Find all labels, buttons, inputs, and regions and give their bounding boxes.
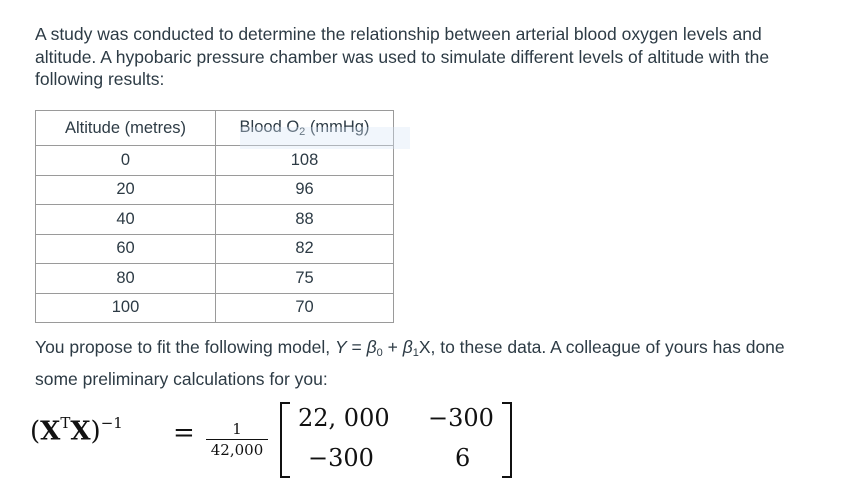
table-row: 20 96 bbox=[35, 174, 394, 205]
altitude-cell: 100 bbox=[35, 292, 216, 323]
equals-sign: = bbox=[173, 418, 195, 448]
header-blood-oxygen: Blood O2 (mmHg) bbox=[215, 110, 394, 146]
table-header-row: Altitude (metres) Blood O2 (mmHg) bbox=[35, 110, 394, 146]
matrix-cell: 22, 000 bbox=[298, 404, 390, 432]
table-row: 80 75 bbox=[35, 263, 394, 294]
altitude-cell: 40 bbox=[35, 204, 216, 235]
blood-cell: 70 bbox=[215, 292, 394, 323]
table-row: 0 108 bbox=[35, 145, 394, 176]
matrix-cell: −300 bbox=[308, 444, 374, 472]
table-row: 60 82 bbox=[35, 233, 394, 264]
altitude-cell: 60 bbox=[35, 233, 216, 264]
blood-cell: 75 bbox=[215, 263, 394, 294]
fraction-denominator: 42,000 bbox=[210, 441, 264, 459]
intro-paragraph: A study was conducted to determine the r… bbox=[35, 24, 770, 89]
table-row: 100 70 bbox=[35, 292, 394, 323]
right-bracket bbox=[502, 402, 512, 478]
altitude-cell: 20 bbox=[35, 174, 216, 205]
blood-cell: 108 bbox=[215, 145, 394, 176]
left-bracket bbox=[280, 402, 290, 478]
header-altitude: Altitude (metres) bbox=[35, 110, 216, 146]
equation-lhs: (XTX)−1 bbox=[30, 414, 123, 447]
altitude-cell: 80 bbox=[35, 263, 216, 294]
fraction-numerator: 1 bbox=[206, 420, 268, 440]
blood-cell: 96 bbox=[215, 174, 394, 205]
matrix-cell: 6 bbox=[455, 444, 471, 472]
matrix-cell: −300 bbox=[428, 404, 494, 432]
model-paragraph: You propose to fit the following model, … bbox=[35, 337, 785, 389]
blood-cell: 88 bbox=[215, 204, 394, 235]
blood-cell: 82 bbox=[215, 233, 394, 264]
data-table: Altitude (metres) Blood O2 (mmHg) 0 108 2… bbox=[35, 110, 394, 323]
scalar-fraction: 1 42,000 bbox=[206, 420, 268, 459]
matrix-equation: (XTX)−1 = 1 42,000 22, 000 −300 −300 6 bbox=[30, 400, 550, 480]
table-row: 40 88 bbox=[35, 204, 394, 235]
altitude-cell: 0 bbox=[35, 145, 216, 176]
